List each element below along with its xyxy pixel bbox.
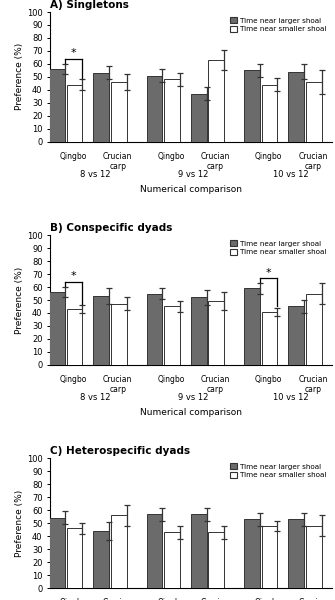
Bar [67,309,82,365]
Text: 10 vs 12: 10 vs 12 [273,170,309,179]
Text: Crucian
carp: Crucian carp [201,375,230,394]
Bar [191,514,207,588]
Text: 8 vs 12: 8 vs 12 [80,394,111,403]
Bar [67,85,82,142]
Bar [262,85,277,142]
Bar [191,298,207,365]
Bar [49,292,65,365]
Text: Numerical comparison: Numerical comparison [140,185,242,194]
Bar [111,82,127,142]
Bar [208,532,224,588]
Bar [49,518,65,588]
Bar [306,526,322,588]
Text: *: * [266,268,271,278]
Text: *: * [71,271,76,281]
Text: Crucian
carp: Crucian carp [298,598,328,600]
Text: Crucian
carp: Crucian carp [201,598,230,600]
Text: A) Singletons: A) Singletons [50,0,129,10]
Bar [306,82,322,142]
Bar [288,307,304,365]
Text: Crucian
carp: Crucian carp [298,152,328,171]
Text: C) Heterospecific dyads: C) Heterospecific dyads [50,446,190,456]
Text: Numerical comparison: Numerical comparison [140,407,242,416]
Text: Crucian
carp: Crucian carp [103,375,132,394]
Text: Qingbo: Qingbo [255,152,282,161]
Bar [93,531,109,588]
Y-axis label: Preference (%): Preference (%) [15,266,24,334]
Bar [164,79,180,142]
Legend: Time near larger shoal, Time near smaller shoal: Time near larger shoal, Time near smalle… [229,239,328,257]
Text: Qingbo: Qingbo [157,152,185,161]
Text: 9 vs 12: 9 vs 12 [178,394,208,403]
Bar [147,76,162,142]
Bar [262,311,277,365]
Text: Crucian
carp: Crucian carp [201,152,230,171]
Legend: Time near larger shoal, Time near smaller shoal: Time near larger shoal, Time near smalle… [229,462,328,480]
Bar [49,69,65,142]
Text: Qingbo: Qingbo [157,598,185,600]
Text: Qingbo: Qingbo [255,375,282,384]
Text: 8 vs 12: 8 vs 12 [80,170,111,179]
Bar [208,60,224,142]
Text: *: * [71,49,76,58]
Bar [111,515,127,588]
Text: Qingbo: Qingbo [157,375,185,384]
Text: Crucian
carp: Crucian carp [298,375,328,394]
Text: Qingbo: Qingbo [60,375,87,384]
Bar [208,301,224,365]
Bar [306,293,322,365]
Legend: Time near larger shoal, Time near smaller shoal: Time near larger shoal, Time near smalle… [229,16,328,34]
Text: B) Conspecific dyads: B) Conspecific dyads [50,223,173,233]
Y-axis label: Preference (%): Preference (%) [15,43,24,110]
Bar [67,529,82,588]
Text: Crucian
carp: Crucian carp [103,152,132,171]
Text: Qingbo: Qingbo [255,598,282,600]
Text: Qingbo: Qingbo [60,152,87,161]
Bar [93,296,109,365]
Y-axis label: Preference (%): Preference (%) [15,490,24,557]
Bar [244,289,260,365]
Text: 10 vs 12: 10 vs 12 [273,394,309,403]
Text: Crucian
carp: Crucian carp [103,598,132,600]
Bar [288,71,304,142]
Bar [93,73,109,142]
Bar [262,526,277,588]
Bar [164,532,180,588]
Bar [244,519,260,588]
Bar [147,514,162,588]
Bar [288,519,304,588]
Bar [147,293,162,365]
Bar [111,304,127,365]
Text: 9 vs 12: 9 vs 12 [178,170,208,179]
Text: Qingbo: Qingbo [60,598,87,600]
Bar [244,70,260,142]
Bar [191,94,207,142]
Bar [164,307,180,365]
